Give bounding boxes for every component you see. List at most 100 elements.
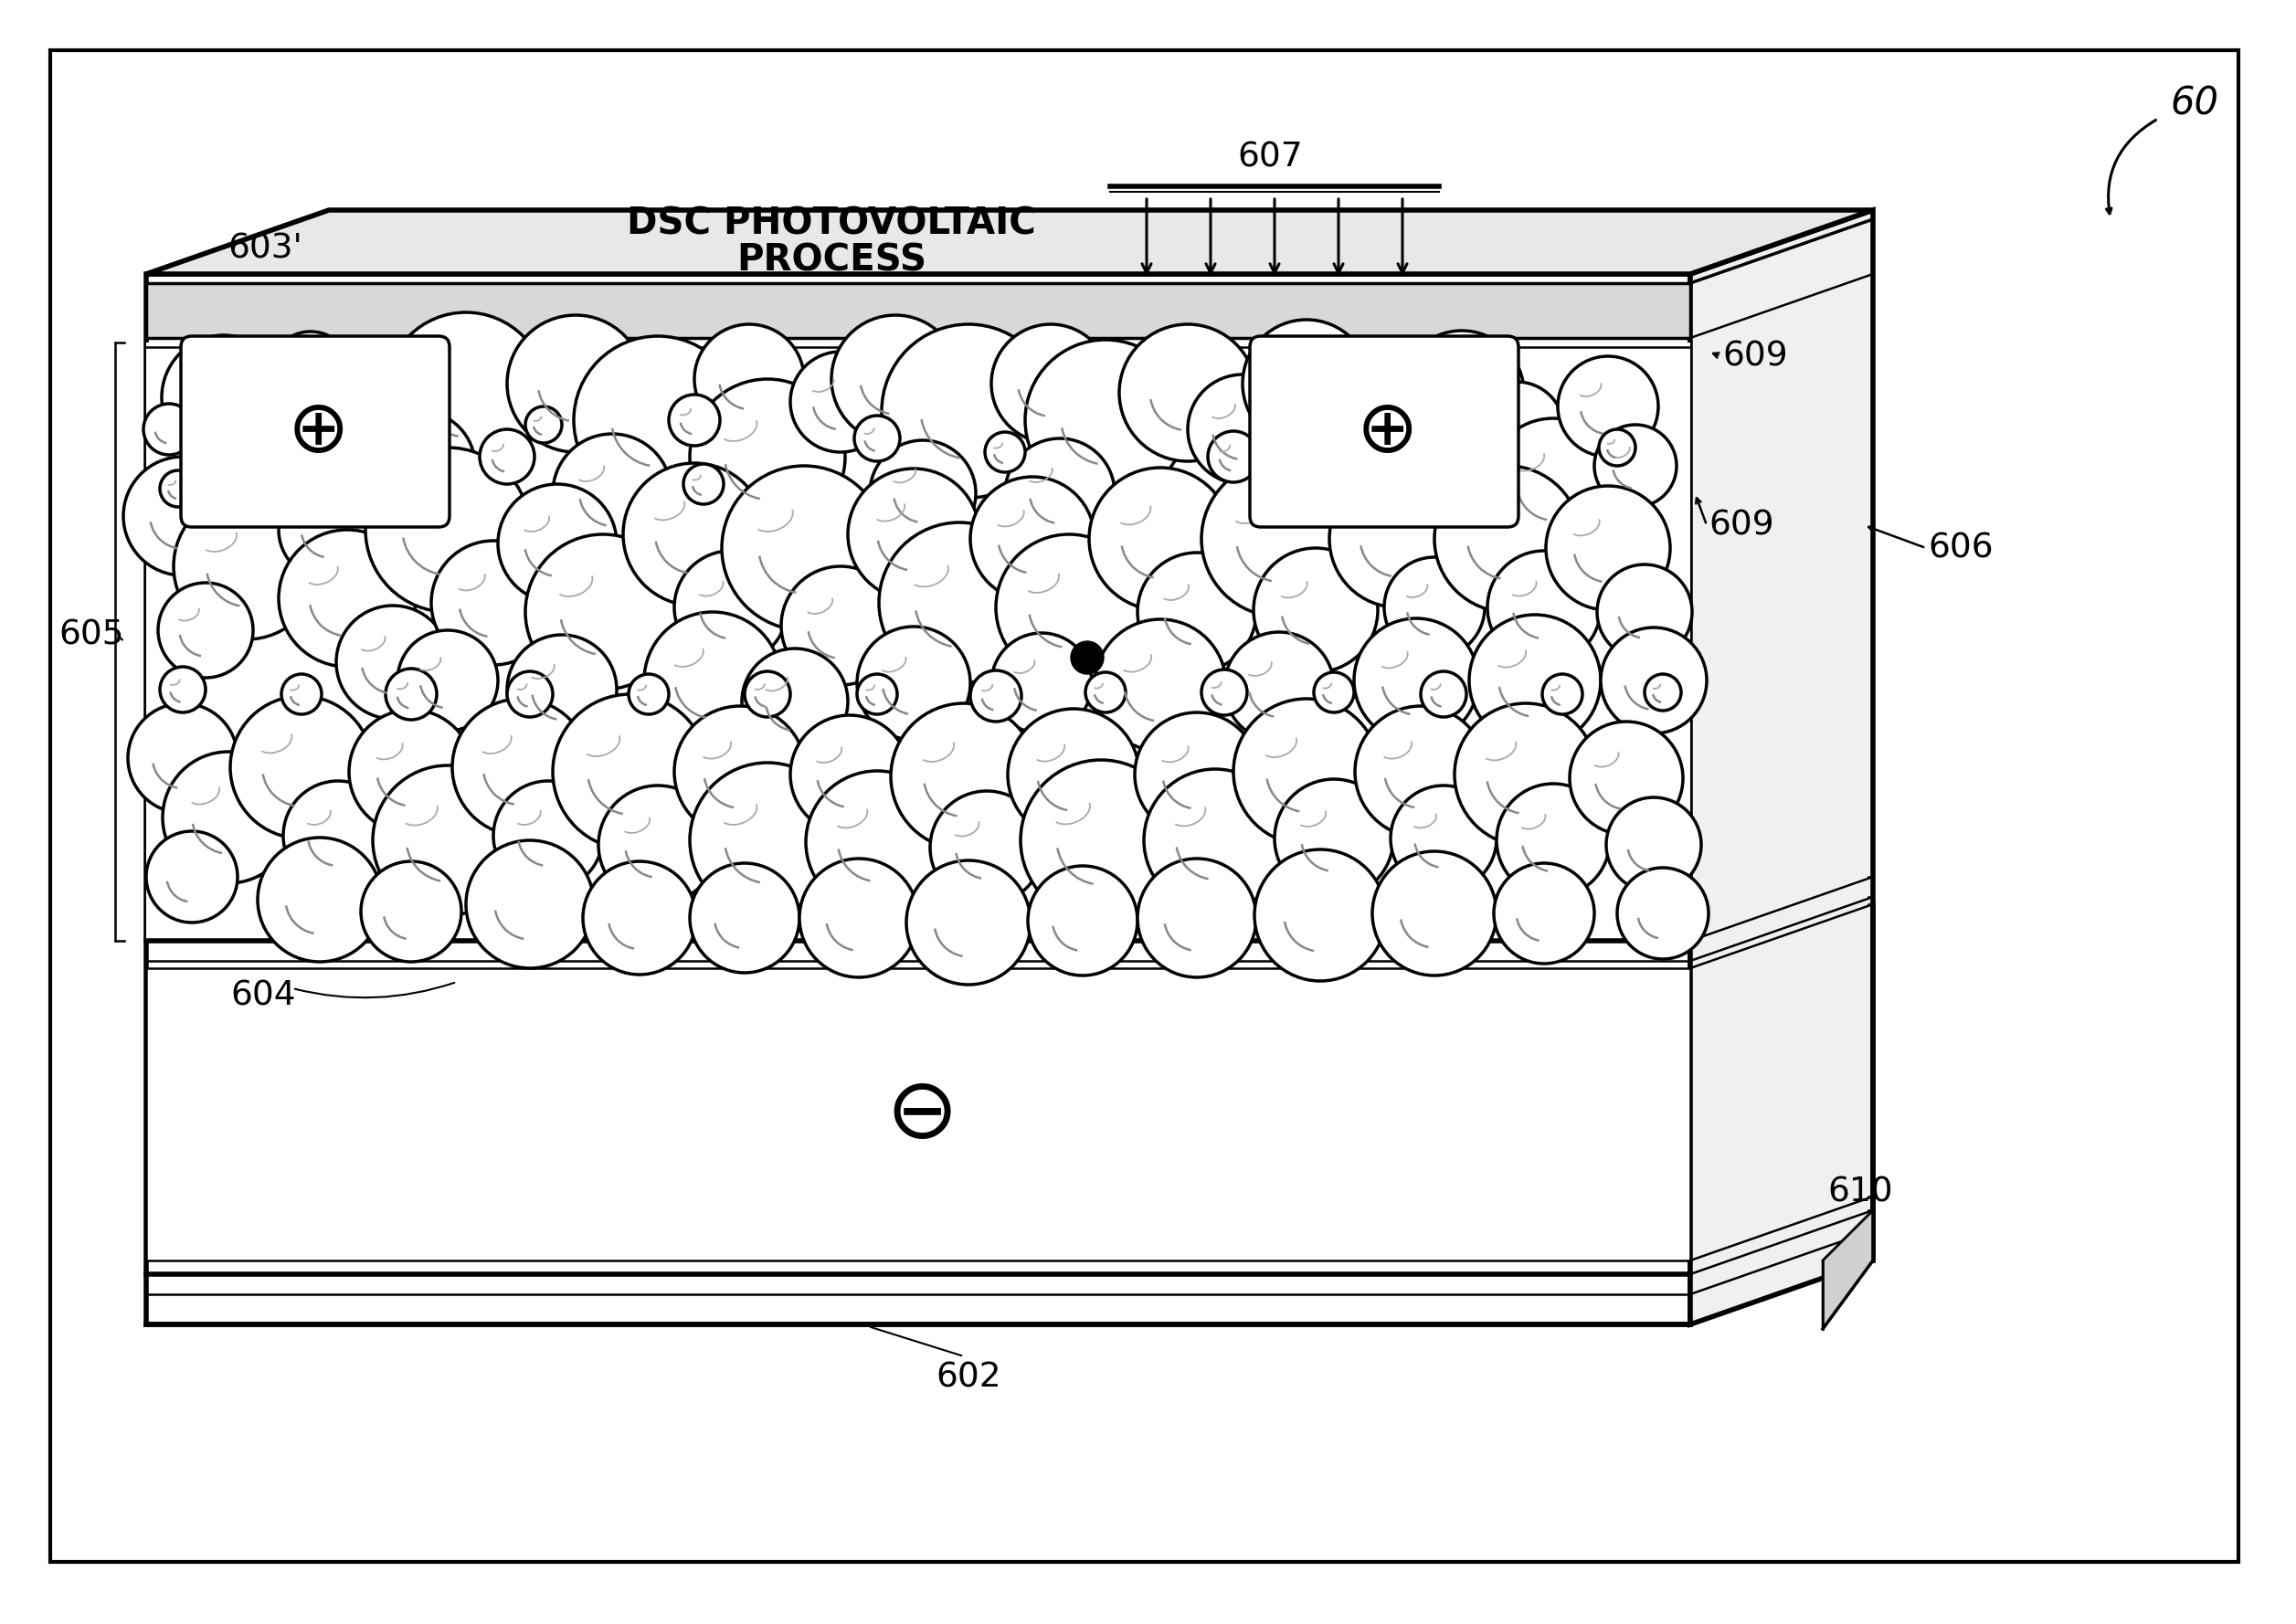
Circle shape (1543, 674, 1582, 715)
Circle shape (1329, 471, 1467, 607)
Circle shape (689, 378, 845, 534)
Circle shape (1488, 419, 1619, 551)
Circle shape (553, 434, 670, 552)
Circle shape (1488, 551, 1600, 664)
Circle shape (498, 484, 618, 603)
Circle shape (507, 635, 618, 744)
Circle shape (689, 763, 845, 918)
Circle shape (278, 529, 416, 667)
Circle shape (847, 469, 980, 601)
Circle shape (574, 336, 742, 503)
Circle shape (335, 606, 450, 719)
Circle shape (386, 312, 546, 473)
Bar (147, 283, 1690, 338)
Circle shape (526, 534, 680, 690)
Circle shape (142, 404, 195, 455)
Circle shape (882, 325, 1056, 499)
Circle shape (1616, 867, 1708, 960)
Circle shape (360, 861, 461, 961)
Circle shape (985, 432, 1024, 473)
Circle shape (174, 494, 319, 640)
Circle shape (599, 786, 716, 905)
Circle shape (668, 395, 721, 445)
Text: 604: 604 (230, 979, 296, 1012)
Circle shape (386, 669, 436, 719)
Circle shape (1143, 770, 1286, 911)
Circle shape (1469, 615, 1600, 747)
Circle shape (1201, 461, 1357, 617)
Circle shape (1458, 429, 1504, 474)
Text: $\oplus$: $\oplus$ (1357, 396, 1412, 468)
Circle shape (1355, 619, 1479, 742)
Circle shape (282, 674, 321, 715)
Circle shape (1095, 619, 1226, 750)
Circle shape (971, 477, 1095, 601)
Circle shape (856, 674, 898, 715)
Circle shape (930, 791, 1042, 905)
Circle shape (124, 456, 241, 575)
Text: 608: 608 (960, 775, 1024, 807)
FancyBboxPatch shape (181, 336, 450, 528)
Text: 601: 601 (1458, 289, 1522, 323)
Circle shape (675, 551, 788, 664)
Circle shape (282, 781, 393, 890)
Circle shape (494, 781, 604, 890)
Circle shape (269, 331, 351, 414)
Circle shape (806, 771, 948, 913)
Circle shape (278, 479, 379, 580)
Circle shape (1607, 797, 1701, 892)
Circle shape (163, 752, 294, 883)
Circle shape (1421, 671, 1467, 718)
Circle shape (161, 471, 197, 507)
Text: $\ominus$: $\ominus$ (884, 1072, 951, 1156)
Circle shape (1593, 425, 1676, 507)
Polygon shape (147, 209, 1874, 274)
Bar (147, 274, 1690, 1325)
Circle shape (583, 861, 696, 974)
FancyArrowPatch shape (303, 279, 383, 325)
Circle shape (1118, 325, 1256, 461)
Circle shape (790, 715, 909, 833)
Circle shape (645, 612, 781, 749)
Circle shape (466, 840, 595, 968)
Circle shape (1006, 438, 1114, 547)
Circle shape (992, 325, 1109, 443)
Text: DSC PHOTOVOLTAIC: DSC PHOTOVOLTAIC (627, 206, 1035, 242)
Bar (147, 343, 1690, 940)
Circle shape (129, 703, 236, 814)
Circle shape (1208, 430, 1258, 482)
Text: 609: 609 (1722, 339, 1789, 372)
Circle shape (257, 838, 381, 961)
Circle shape (781, 567, 900, 685)
Circle shape (1435, 466, 1580, 612)
Circle shape (1497, 784, 1609, 896)
Circle shape (1086, 672, 1125, 713)
Circle shape (1224, 632, 1334, 742)
Circle shape (507, 315, 645, 451)
Text: 60: 60 (2170, 84, 2218, 122)
Circle shape (1008, 708, 1139, 840)
Text: 609: 609 (1708, 508, 1775, 542)
Circle shape (365, 448, 530, 612)
Circle shape (1469, 382, 1564, 477)
Circle shape (1495, 862, 1593, 963)
Circle shape (1332, 437, 1373, 477)
Circle shape (480, 429, 535, 484)
Polygon shape (1690, 209, 1874, 1325)
Circle shape (744, 671, 790, 718)
Circle shape (831, 315, 960, 443)
Circle shape (365, 411, 475, 521)
Circle shape (1242, 320, 1371, 448)
Circle shape (507, 671, 553, 718)
Text: 603: 603 (1584, 289, 1651, 323)
Text: PROCESS: PROCESS (737, 242, 928, 279)
Circle shape (1134, 713, 1258, 836)
Circle shape (1313, 672, 1355, 713)
Text: 607: 607 (1238, 141, 1302, 174)
Circle shape (372, 765, 523, 916)
Text: 610: 610 (1828, 1176, 1892, 1208)
Circle shape (1401, 331, 1525, 455)
Circle shape (526, 406, 563, 443)
Circle shape (629, 674, 668, 715)
Circle shape (1456, 703, 1598, 846)
